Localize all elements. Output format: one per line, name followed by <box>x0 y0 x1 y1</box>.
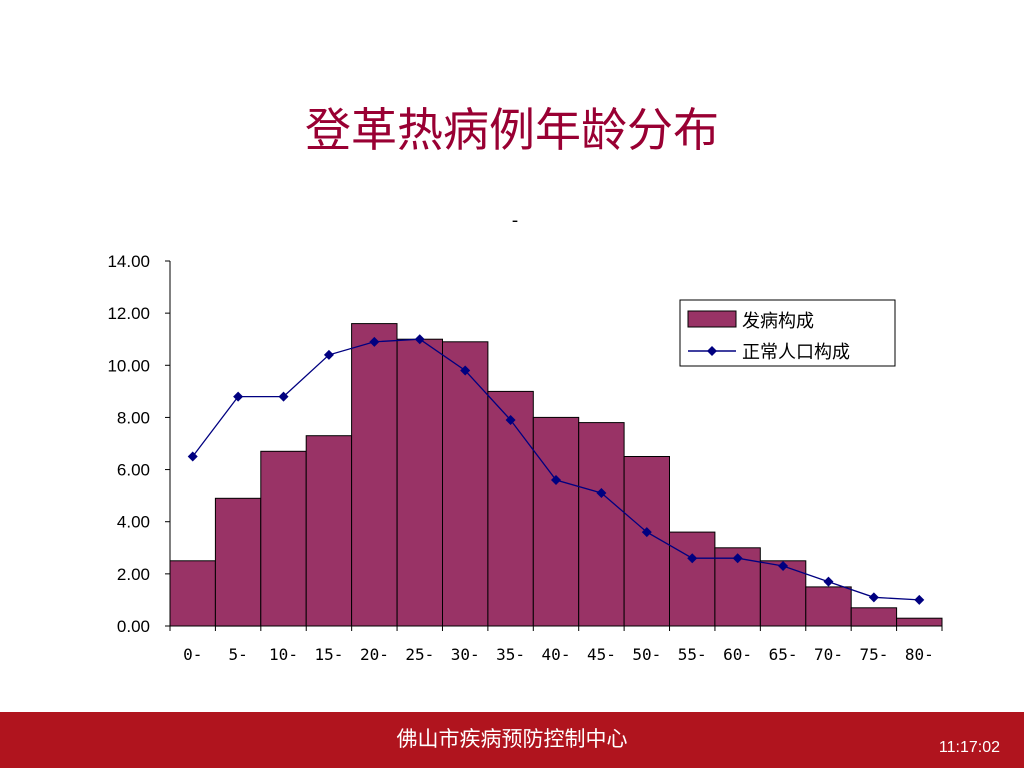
y-tick-label: 0.00 <box>117 617 150 636</box>
bar-75 <box>850 607 898 627</box>
bar-25 <box>396 338 444 627</box>
x-tick-label: 40- <box>542 645 571 664</box>
bar-35 <box>487 390 534 627</box>
line-point-30 <box>460 365 471 376</box>
bar-70 <box>805 586 852 627</box>
line-point-65 <box>778 561 789 572</box>
x-tick-label: 35- <box>496 645 525 664</box>
x-tick-label: 55- <box>678 645 707 664</box>
bar-15 <box>305 435 353 627</box>
line-point-40 <box>551 475 561 485</box>
x-tick-label: 65- <box>769 645 798 664</box>
y-tick-label: 6.00 <box>117 461 150 480</box>
line-point-45 <box>596 488 607 499</box>
x-tick-label: 60- <box>723 645 752 664</box>
footer-time: 11:17:02 <box>938 739 1000 756</box>
legend-bar-swatch <box>687 310 737 328</box>
x-tick-label: 5- <box>228 645 247 664</box>
line-point-5 <box>233 391 244 402</box>
footer-org: 佛山市疾病预防控制中心 <box>396 727 628 751</box>
y-tick-label: 10.00 <box>107 356 150 375</box>
y-tick-label: 2.00 <box>117 565 150 584</box>
x-tick-label: 20- <box>360 645 389 664</box>
bar-30 <box>442 341 489 627</box>
x-tick-label: 50- <box>632 645 661 664</box>
legend-line-marker <box>707 346 717 356</box>
x-tick-label: 10- <box>269 645 298 664</box>
x-tick-label: 45- <box>587 645 616 664</box>
line-point-80 <box>914 594 925 605</box>
line-layer <box>187 334 925 605</box>
x-tick-label: 15- <box>314 645 343 664</box>
bar-10 <box>260 450 307 627</box>
x-tick-label: 30- <box>451 645 480 664</box>
legend-line-label: 正常人口构成 <box>742 342 850 363</box>
line-point-55 <box>687 553 698 564</box>
y-tick-label: 8.00 <box>117 408 150 427</box>
bar-20 <box>351 323 398 627</box>
y-tick-label: 4.00 <box>117 513 150 532</box>
y-tick-label: 14.00 <box>107 252 150 271</box>
footer-bar: 佛山市疾病预防控制中心 11:17:02 <box>0 712 1024 768</box>
line-point-10 <box>278 391 289 402</box>
legend-bar-label: 发病构成 <box>742 311 814 332</box>
slide-title: 登革热病例年龄分布 <box>305 103 719 157</box>
line-point-15 <box>323 349 334 360</box>
line-point-25 <box>414 334 425 345</box>
line-point-60 <box>732 553 743 564</box>
chart-subtitle: - <box>511 210 519 231</box>
bar-80 <box>896 617 943 627</box>
line-point-50 <box>641 527 652 538</box>
line-point-35 <box>505 415 516 426</box>
bar-5 <box>214 497 262 627</box>
x-tick-label: 70- <box>814 645 843 664</box>
line-point-0 <box>187 451 198 462</box>
x-tick-label: 0- <box>183 645 202 664</box>
bar-0 <box>169 560 216 627</box>
axes-layer: 0.00 2.00 4.00 6.00 8.00 10.00 12.00 14.00 0- 5- 1… <box>107 252 943 664</box>
x-tick-label: 25- <box>405 645 434 664</box>
line-point-70 <box>823 576 834 587</box>
bar-45 <box>578 422 625 627</box>
x-tick-label: 75- <box>859 645 888 664</box>
line-point-20 <box>369 336 380 347</box>
line-point-75 <box>868 592 879 603</box>
x-tick-label: 80- <box>905 645 934 664</box>
bars-layer <box>169 323 943 627</box>
bar-40 <box>532 416 580 627</box>
bar-55 <box>669 531 716 627</box>
y-tick-label: 12.00 <box>107 304 150 323</box>
